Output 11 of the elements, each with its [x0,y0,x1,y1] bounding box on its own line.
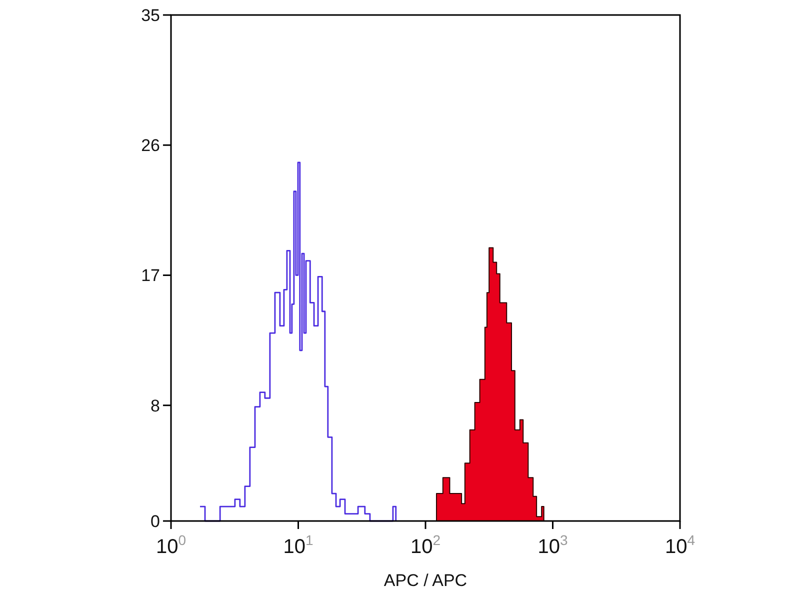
x-tick-label: 10$^{4}$ [664,532,696,558]
y-tick-label: 26 [141,136,160,156]
x-tick-label: 10$^{0}$ [156,532,186,558]
x-tick-label: 10$^{2}$ [410,532,441,558]
y-tick-label: 35 [141,6,160,25]
y-tick-label: 8 [150,396,160,416]
x-tick-label: 10$^{3}$ [538,532,568,558]
x-axis-title: APC / APC [384,571,468,590]
y-tick-label: 17 [141,266,160,286]
y-tick-label: 0 [150,512,160,531]
x-tick-label: 10$^{1}$ [283,532,314,558]
